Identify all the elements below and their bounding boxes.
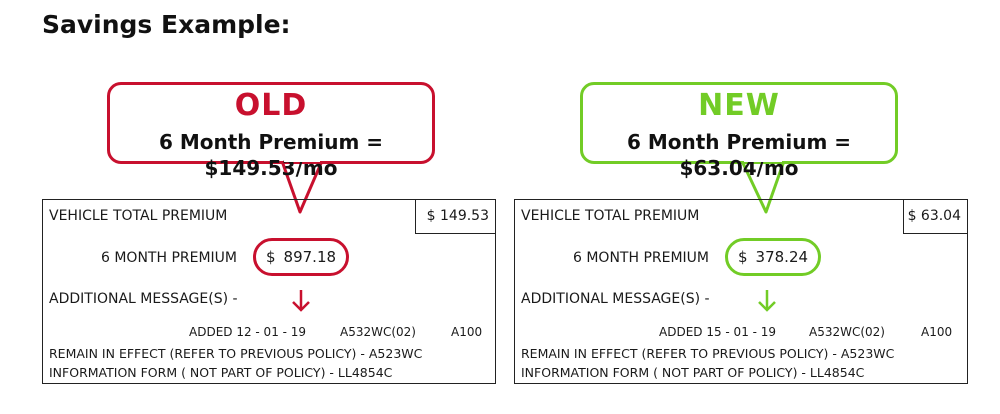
new-callout: NEW 6 Month Premium = $63.04/mo [580,82,898,180]
information-form-line: INFORMATION FORM ( NOT PART OF POLICY) -… [49,365,393,380]
old-label: OLD [234,88,308,123]
vehicle-total-label: VEHICLE TOTAL PREMIUM [521,208,700,224]
old-policy-panel: VEHICLE TOTAL PREMIUM $ 149.53 6 MONTH P… [42,199,496,384]
vehicle-total-value: $ 63.04 [907,208,961,224]
new-policy-panel: VEHICLE TOTAL PREMIUM $ 63.04 6 MONTH PR… [514,199,968,384]
six-month-label: 6 MONTH PREMIUM [573,250,710,266]
added-date: ADDED 15 - 01 - 19 [659,325,777,339]
new-callout-premium: 6 Month Premium = $63.04/mo [626,130,852,180]
currency-symbol: $ [266,248,276,266]
vehicle-total-cell: $ 63.04 [903,200,967,234]
vehicle-total-cell: $ 149.53 [415,200,495,234]
additional-messages-label: ADDITIONAL MESSAGE(S) - [49,291,238,307]
currency-symbol: $ [738,248,748,266]
vehicle-total-value: $ 149.53 [426,208,489,224]
six-month-value: 378.24 [755,248,809,266]
six-month-value-highlight: $378.24 [725,238,822,276]
six-month-value: 897.18 [283,248,337,266]
old-callout: OLD 6 Month Premium = $149.53/mo [107,82,435,180]
added-row: ADDED 12 - 01 - 19 A532WC(02) A100 [43,325,497,341]
remain-in-effect-line: REMAIN IN EFFECT (REFER TO PREVIOUS POLI… [521,346,895,361]
six-month-value-highlight: $897.18 [253,238,350,276]
down-arrow-icon [758,290,776,312]
remain-in-effect-line: REMAIN IN EFFECT (REFER TO PREVIOUS POLI… [49,346,423,361]
added-row: ADDED 15 - 01 - 19 A532WC(02) A100 [515,325,969,341]
new-label: NEW [698,88,780,123]
form-code: A532WC(02) [340,325,416,339]
vehicle-total-label: VEHICLE TOTAL PREMIUM [49,208,228,224]
down-arrow-icon [292,290,310,312]
added-date: ADDED 12 - 01 - 19 [189,325,307,339]
page-title: Savings Example: [42,10,291,39]
form-code: A532WC(02) [809,325,885,339]
information-form-line: INFORMATION FORM ( NOT PART OF POLICY) -… [521,365,865,380]
form-code-2: A100 [921,325,953,339]
old-callout-premium: 6 Month Premium = $149.53/mo [158,130,384,180]
additional-messages-label: ADDITIONAL MESSAGE(S) - [521,291,710,307]
six-month-label: 6 MONTH PREMIUM [101,250,238,266]
form-code-2: A100 [451,325,483,339]
